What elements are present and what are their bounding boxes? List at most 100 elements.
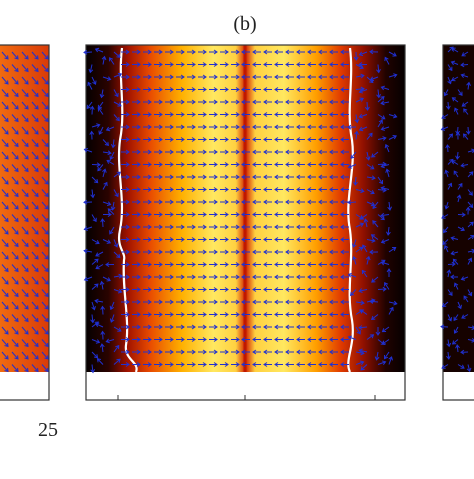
contour — [117, 47, 138, 373]
vector-arrow — [1, 139, 9, 148]
vector-arrow — [241, 87, 250, 92]
vector-field — [1, 46, 474, 374]
vector-arrow — [94, 298, 104, 304]
vector-arrow — [355, 97, 364, 103]
vector-arrow — [87, 81, 93, 90]
vector-arrow — [241, 262, 250, 267]
vector-arrow — [96, 358, 104, 365]
tick-label: 25 — [38, 419, 58, 441]
vector-arrow — [209, 187, 218, 192]
vector-arrow — [307, 224, 316, 230]
vector-arrow — [231, 212, 240, 217]
vector-arrow — [132, 149, 141, 155]
vector-arrow — [369, 49, 379, 55]
vector-arrow — [132, 187, 141, 192]
vector-arrow — [187, 174, 196, 180]
vector-arrow — [453, 282, 459, 290]
vector-arrow — [209, 274, 218, 280]
vector-arrow — [113, 326, 122, 332]
vector-arrow — [91, 162, 101, 168]
vector-arrow — [107, 208, 115, 215]
vector-arrow — [1, 114, 9, 123]
vector-arrow — [41, 276, 49, 285]
vector-arrow — [220, 199, 229, 205]
vector-arrow — [241, 137, 250, 142]
vector-arrow — [285, 224, 294, 230]
vector-arrow — [241, 162, 250, 167]
vector-arrow — [450, 236, 459, 241]
vector-arrow — [132, 174, 141, 180]
vector-arrow — [252, 49, 261, 55]
vector-arrow — [359, 214, 368, 220]
vector-arrow — [121, 162, 130, 167]
vector-arrow — [198, 287, 207, 292]
vector-arrow — [263, 149, 272, 155]
vector-arrow — [285, 124, 294, 130]
vector-arrow — [329, 349, 338, 355]
vector-arrow — [41, 76, 49, 85]
vector-arrow — [98, 126, 104, 135]
vector-arrow — [455, 344, 460, 353]
vector-arrow — [31, 339, 39, 348]
contour — [347, 47, 354, 373]
vector-arrow — [467, 257, 473, 265]
vector-arrow — [263, 199, 272, 205]
vector-arrow — [11, 339, 19, 348]
vector-arrow — [296, 137, 305, 142]
vector-arrow — [285, 324, 294, 330]
vector-arrow — [252, 324, 261, 330]
vector-arrow — [274, 99, 283, 105]
vector-arrow — [102, 239, 112, 244]
vector-arrow — [329, 49, 338, 55]
vector-arrow — [176, 224, 185, 230]
vector-arrow — [446, 339, 452, 348]
vector-arrow — [274, 212, 283, 217]
vector-arrow — [132, 162, 141, 167]
vector-arrow — [143, 49, 152, 55]
vector-arrow — [463, 295, 469, 303]
vector-arrow — [21, 351, 29, 360]
vector-arrow — [366, 175, 376, 181]
vector-arrow — [41, 101, 49, 110]
vector-arrow — [340, 149, 349, 155]
vector-arrow — [165, 299, 174, 305]
vector-arrow — [1, 351, 9, 360]
vector-arrow — [187, 299, 196, 305]
vector-arrow — [143, 287, 152, 292]
vector-arrow — [132, 112, 141, 117]
vector-arrow — [355, 73, 365, 79]
vector-arrow — [113, 251, 121, 259]
vector-arrow — [11, 51, 19, 60]
vector-arrow — [154, 199, 163, 205]
vector-arrow — [121, 337, 130, 342]
vector-arrow — [296, 337, 305, 342]
vector-arrow — [21, 151, 29, 160]
vector-arrow — [462, 133, 469, 140]
vector-arrow — [11, 289, 19, 298]
vector-arrow — [263, 49, 272, 55]
vector-arrow — [113, 89, 119, 98]
panel-label: (b) — [233, 13, 256, 35]
vector-arrow — [358, 62, 368, 67]
vector-arrow — [165, 187, 174, 192]
vector-arrow — [89, 130, 95, 140]
vector-arrow — [307, 324, 316, 330]
vector-arrow — [21, 201, 29, 210]
vector-arrow — [460, 162, 469, 168]
vector-arrow — [154, 187, 163, 192]
vector-arrow — [1, 64, 9, 73]
vector-arrow — [113, 189, 119, 198]
vector-arrow — [165, 349, 174, 355]
vector-arrow — [187, 199, 196, 205]
vector-arrow — [231, 187, 240, 192]
vector-arrow — [384, 143, 390, 153]
vector-arrow — [455, 151, 460, 160]
vector-arrow — [455, 131, 461, 140]
vector-arrow — [21, 289, 29, 298]
vector-arrow — [176, 99, 185, 105]
vector-arrow — [187, 249, 196, 255]
vector-arrow — [366, 132, 373, 140]
vector-arrow — [21, 139, 29, 148]
vector-arrow — [252, 149, 261, 155]
vector-arrow — [358, 325, 368, 330]
